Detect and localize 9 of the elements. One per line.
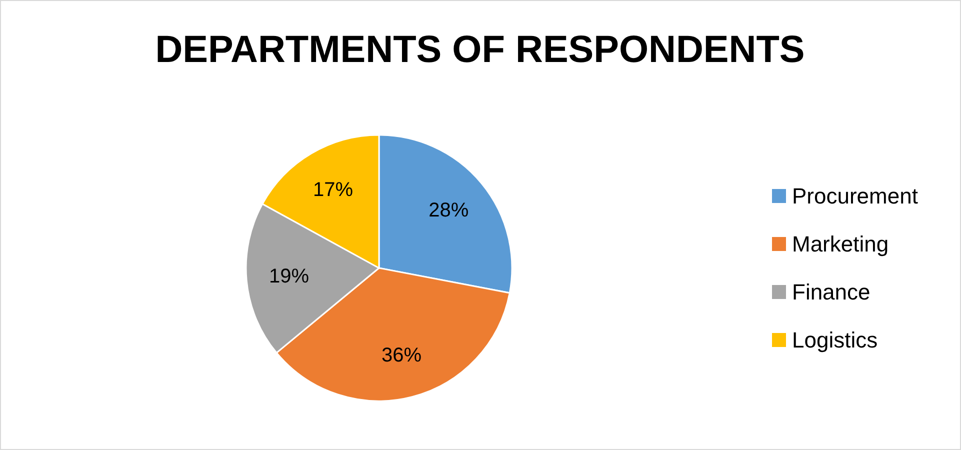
data-label: 28% bbox=[428, 199, 469, 222]
legend-label: Procurement bbox=[792, 184, 918, 208]
chart-title: DEPARTMENTS OF RESPONDENTS bbox=[155, 29, 805, 71]
data-label: 19% bbox=[268, 266, 310, 288]
data-label: 36% bbox=[381, 344, 422, 367]
data-label: 17% bbox=[312, 179, 354, 202]
legend-label: Marketing bbox=[792, 232, 889, 256]
legend-label: Logistics bbox=[792, 328, 878, 352]
legend-label: Finance bbox=[792, 280, 870, 304]
